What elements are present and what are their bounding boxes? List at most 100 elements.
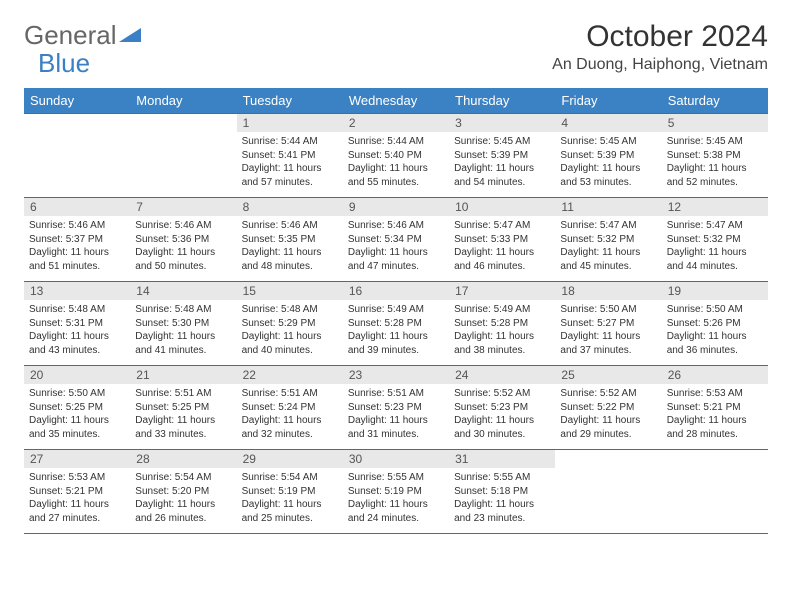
daylight-text-1: Daylight: 11 hours — [560, 330, 656, 344]
sunset-text: Sunset: 5:23 PM — [348, 401, 444, 415]
daylight-text-1: Daylight: 11 hours — [242, 498, 338, 512]
logo-text-general: General — [24, 20, 117, 51]
day-content: Sunrise: 5:55 AMSunset: 5:18 PMDaylight:… — [449, 468, 555, 529]
sunset-text: Sunset: 5:26 PM — [667, 317, 763, 331]
sunrise-text: Sunrise: 5:54 AM — [135, 471, 231, 485]
sunset-text: Sunset: 5:20 PM — [135, 485, 231, 499]
day-number — [24, 114, 130, 132]
sunset-text: Sunset: 5:25 PM — [135, 401, 231, 415]
daylight-text-1: Daylight: 11 hours — [348, 414, 444, 428]
day-number: 3 — [449, 114, 555, 132]
sunset-text: Sunset: 5:27 PM — [560, 317, 656, 331]
week-row: 6Sunrise: 5:46 AMSunset: 5:37 PMDaylight… — [24, 198, 768, 282]
day-content: Sunrise: 5:47 AMSunset: 5:32 PMDaylight:… — [662, 216, 768, 277]
day-content: Sunrise: 5:46 AMSunset: 5:35 PMDaylight:… — [237, 216, 343, 277]
sunrise-text: Sunrise: 5:51 AM — [348, 387, 444, 401]
daylight-text-2: and 55 minutes. — [348, 176, 444, 190]
day-cell: 6Sunrise: 5:46 AMSunset: 5:37 PMDaylight… — [24, 198, 130, 282]
sunrise-text: Sunrise: 5:50 AM — [29, 387, 125, 401]
week-row: 1Sunrise: 5:44 AMSunset: 5:41 PMDaylight… — [24, 114, 768, 198]
day-cell: 24Sunrise: 5:52 AMSunset: 5:23 PMDayligh… — [449, 366, 555, 450]
day-number: 17 — [449, 282, 555, 300]
day-cell: 31Sunrise: 5:55 AMSunset: 5:18 PMDayligh… — [449, 450, 555, 534]
calendar-header-row: Sunday Monday Tuesday Wednesday Thursday… — [24, 88, 768, 114]
day-number: 7 — [130, 198, 236, 216]
day-cell: 26Sunrise: 5:53 AMSunset: 5:21 PMDayligh… — [662, 366, 768, 450]
day-cell: 28Sunrise: 5:54 AMSunset: 5:20 PMDayligh… — [130, 450, 236, 534]
daylight-text-2: and 54 minutes. — [454, 176, 550, 190]
daylight-text-1: Daylight: 11 hours — [242, 246, 338, 260]
day-content: Sunrise: 5:54 AMSunset: 5:19 PMDaylight:… — [237, 468, 343, 529]
daylight-text-2: and 44 minutes. — [667, 260, 763, 274]
daylight-text-1: Daylight: 11 hours — [348, 498, 444, 512]
daylight-text-2: and 33 minutes. — [135, 428, 231, 442]
daylight-text-2: and 52 minutes. — [667, 176, 763, 190]
week-row: 27Sunrise: 5:53 AMSunset: 5:21 PMDayligh… — [24, 450, 768, 534]
sunrise-text: Sunrise: 5:55 AM — [454, 471, 550, 485]
sunrise-text: Sunrise: 5:48 AM — [242, 303, 338, 317]
day-content: Sunrise: 5:45 AMSunset: 5:39 PMDaylight:… — [449, 132, 555, 193]
daylight-text-1: Daylight: 11 hours — [242, 330, 338, 344]
col-monday: Monday — [130, 88, 236, 114]
day-content: Sunrise: 5:46 AMSunset: 5:37 PMDaylight:… — [24, 216, 130, 277]
day-content: Sunrise: 5:44 AMSunset: 5:40 PMDaylight:… — [343, 132, 449, 193]
daylight-text-1: Daylight: 11 hours — [348, 246, 444, 260]
daylight-text-1: Daylight: 11 hours — [454, 246, 550, 260]
sunrise-text: Sunrise: 5:52 AM — [560, 387, 656, 401]
day-cell: 1Sunrise: 5:44 AMSunset: 5:41 PMDaylight… — [237, 114, 343, 198]
day-content: Sunrise: 5:53 AMSunset: 5:21 PMDaylight:… — [24, 468, 130, 529]
month-title: October 2024 — [552, 20, 768, 54]
sunset-text: Sunset: 5:23 PM — [454, 401, 550, 415]
day-number: 6 — [24, 198, 130, 216]
daylight-text-2: and 24 minutes. — [348, 512, 444, 526]
day-cell: 12Sunrise: 5:47 AMSunset: 5:32 PMDayligh… — [662, 198, 768, 282]
daylight-text-1: Daylight: 11 hours — [667, 162, 763, 176]
day-cell: 16Sunrise: 5:49 AMSunset: 5:28 PMDayligh… — [343, 282, 449, 366]
day-cell: 22Sunrise: 5:51 AMSunset: 5:24 PMDayligh… — [237, 366, 343, 450]
daylight-text-2: and 38 minutes. — [454, 344, 550, 358]
sunset-text: Sunset: 5:38 PM — [667, 149, 763, 163]
day-number: 22 — [237, 366, 343, 384]
daylight-text-2: and 23 minutes. — [454, 512, 550, 526]
day-content: Sunrise: 5:52 AMSunset: 5:23 PMDaylight:… — [449, 384, 555, 445]
day-cell: 13Sunrise: 5:48 AMSunset: 5:31 PMDayligh… — [24, 282, 130, 366]
day-content: Sunrise: 5:53 AMSunset: 5:21 PMDaylight:… — [662, 384, 768, 445]
day-number: 1 — [237, 114, 343, 132]
sunrise-text: Sunrise: 5:46 AM — [242, 219, 338, 233]
daylight-text-2: and 27 minutes. — [29, 512, 125, 526]
day-number: 11 — [555, 198, 661, 216]
day-number: 16 — [343, 282, 449, 300]
day-number: 18 — [555, 282, 661, 300]
daylight-text-2: and 43 minutes. — [29, 344, 125, 358]
day-content: Sunrise: 5:51 AMSunset: 5:23 PMDaylight:… — [343, 384, 449, 445]
sunrise-text: Sunrise: 5:48 AM — [29, 303, 125, 317]
sunset-text: Sunset: 5:39 PM — [454, 149, 550, 163]
sunrise-text: Sunrise: 5:45 AM — [454, 135, 550, 149]
day-number: 9 — [343, 198, 449, 216]
day-content: Sunrise: 5:45 AMSunset: 5:38 PMDaylight:… — [662, 132, 768, 193]
daylight-text-1: Daylight: 11 hours — [454, 498, 550, 512]
day-cell: 5Sunrise: 5:45 AMSunset: 5:38 PMDaylight… — [662, 114, 768, 198]
day-content: Sunrise: 5:54 AMSunset: 5:20 PMDaylight:… — [130, 468, 236, 529]
daylight-text-2: and 35 minutes. — [29, 428, 125, 442]
sunrise-text: Sunrise: 5:53 AM — [667, 387, 763, 401]
daylight-text-2: and 46 minutes. — [454, 260, 550, 274]
sunset-text: Sunset: 5:36 PM — [135, 233, 231, 247]
daylight-text-1: Daylight: 11 hours — [560, 414, 656, 428]
day-number: 24 — [449, 366, 555, 384]
daylight-text-1: Daylight: 11 hours — [667, 414, 763, 428]
daylight-text-1: Daylight: 11 hours — [135, 414, 231, 428]
day-number: 26 — [662, 366, 768, 384]
title-block: October 2024 An Duong, Haiphong, Vietnam — [552, 20, 768, 74]
daylight-text-2: and 39 minutes. — [348, 344, 444, 358]
sunrise-text: Sunrise: 5:51 AM — [242, 387, 338, 401]
daylight-text-2: and 32 minutes. — [242, 428, 338, 442]
sunrise-text: Sunrise: 5:52 AM — [454, 387, 550, 401]
sunset-text: Sunset: 5:22 PM — [560, 401, 656, 415]
col-wednesday: Wednesday — [343, 88, 449, 114]
day-number: 25 — [555, 366, 661, 384]
day-content: Sunrise: 5:52 AMSunset: 5:22 PMDaylight:… — [555, 384, 661, 445]
day-cell: 3Sunrise: 5:45 AMSunset: 5:39 PMDaylight… — [449, 114, 555, 198]
sunrise-text: Sunrise: 5:44 AM — [242, 135, 338, 149]
header: General October 2024 An Duong, Haiphong,… — [24, 20, 768, 74]
